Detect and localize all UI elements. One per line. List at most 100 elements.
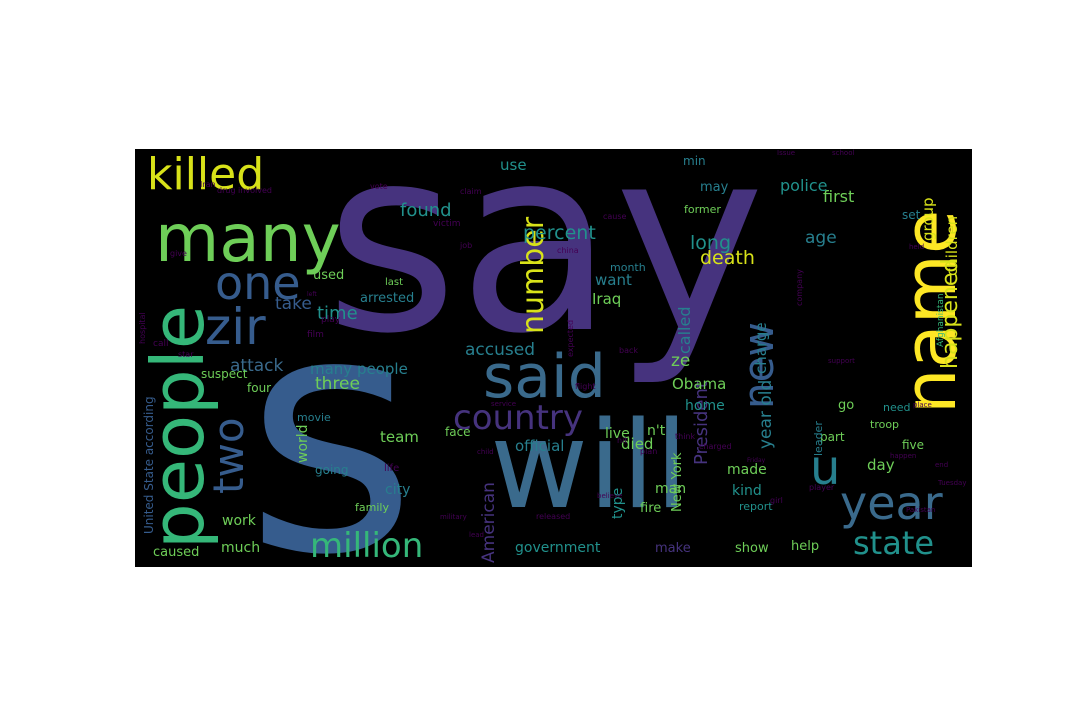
word-said: said <box>483 342 606 412</box>
word-three: three <box>315 374 360 394</box>
word-need: need <box>883 401 911 414</box>
word-team: team <box>380 428 419 446</box>
word-work: work <box>222 513 257 529</box>
word-happened: happened <box>938 259 963 369</box>
word-player: player <box>809 483 835 492</box>
word-home: home <box>685 398 725 414</box>
word-hospital: hospital <box>138 312 147 344</box>
word-two: two <box>204 417 253 494</box>
word-take: take <box>275 294 312 314</box>
word-zir: zir <box>205 298 266 356</box>
word-cause: cause <box>603 212 627 221</box>
word-afghanistan: Afghanistan <box>936 293 946 347</box>
word-use: use <box>500 156 527 174</box>
word-children: children <box>943 216 961 276</box>
word-believe: believe <box>597 492 622 500</box>
word-many: many <box>155 200 341 277</box>
word-new-york: New York <box>670 452 685 512</box>
word-u: u <box>810 440 840 496</box>
word-country: country <box>453 398 583 438</box>
word-died: died <box>621 435 653 453</box>
cloud-background <box>135 149 972 567</box>
word-day: day <box>867 456 895 474</box>
word-family: family <box>355 501 389 514</box>
word-going: going <box>315 463 349 477</box>
word-month: month <box>610 261 646 274</box>
word-percent: percent <box>523 222 596 244</box>
word-name: name <box>888 210 972 414</box>
word-fire: fire <box>640 501 661 516</box>
word-people: people <box>136 305 220 549</box>
word-obama: Obama <box>672 375 726 393</box>
word-american: American <box>479 482 499 563</box>
word-much: much <box>221 540 260 556</box>
word-left: left <box>307 291 317 298</box>
word-vote: vote <box>370 182 388 191</box>
word-five: five <box>902 438 924 452</box>
word-happen: happen <box>890 452 916 460</box>
word-accused: accused <box>465 340 535 360</box>
word-claim: claim <box>460 187 482 196</box>
word-former: former <box>684 203 721 216</box>
word-support: support <box>828 357 855 365</box>
word-lead: lead <box>469 531 484 539</box>
word-charged: charged <box>699 442 732 451</box>
word-suspect: suspect <box>201 367 248 381</box>
word-tuesday: Tuesday <box>937 479 966 487</box>
word-will: will <box>490 397 688 536</box>
word-drug-involved: drug involved <box>217 186 272 195</box>
word-issue: Issue <box>777 149 795 157</box>
word-movie: movie <box>297 411 331 424</box>
word-show: show <box>735 541 769 556</box>
word-police: police <box>780 176 827 195</box>
word-released: released <box>536 512 570 521</box>
word-four: four <box>247 381 271 395</box>
word-school: school <box>832 149 854 157</box>
word-long: long <box>690 232 731 254</box>
word-million: million <box>310 526 423 566</box>
word-make: make <box>655 541 691 556</box>
word-child: child <box>477 448 494 456</box>
word-made: made <box>727 462 767 478</box>
word-report: report <box>739 500 773 513</box>
word-back: back <box>619 346 638 355</box>
word-number: number <box>516 216 551 334</box>
word-place: place <box>913 401 932 409</box>
word-expected: expected <box>566 320 575 357</box>
word-arrested: arrested <box>360 291 414 306</box>
word-plan: plan <box>640 447 657 456</box>
word-hit: hit <box>617 436 627 445</box>
word-set: set <box>902 208 921 222</box>
word-life: life <box>384 463 399 474</box>
word-called: called <box>675 307 694 355</box>
word-pakistan: Pakistan <box>906 506 935 514</box>
word-may: may <box>700 180 729 195</box>
word-found: found <box>400 200 452 221</box>
word-china: china <box>557 246 579 255</box>
word-official: official <box>515 437 564 455</box>
word-job: job <box>459 241 472 250</box>
word-type: type <box>610 488 626 519</box>
word-girl: girl <box>770 496 783 505</box>
word-give: give <box>170 249 187 258</box>
word-service: service <box>491 400 516 408</box>
word-call: call <box>153 339 168 349</box>
word-many-people: many people <box>310 360 408 378</box>
word-company: company <box>795 269 804 306</box>
word-go: go <box>838 398 854 413</box>
word-leader: leader <box>812 421 825 456</box>
word-killed: killed <box>147 149 264 200</box>
word-last: last <box>385 277 403 288</box>
word-new: new <box>734 322 783 409</box>
word-one: one <box>215 256 301 310</box>
word-government: government <box>515 540 601 556</box>
word-end: end <box>935 461 948 469</box>
word-man: man <box>655 481 686 497</box>
word-age: age <box>805 228 837 248</box>
word-city: city <box>385 482 410 498</box>
word-help: help <box>791 539 819 554</box>
word-year: year <box>840 476 943 530</box>
word-say: say <box>325 149 765 390</box>
word-used: used <box>313 268 344 283</box>
